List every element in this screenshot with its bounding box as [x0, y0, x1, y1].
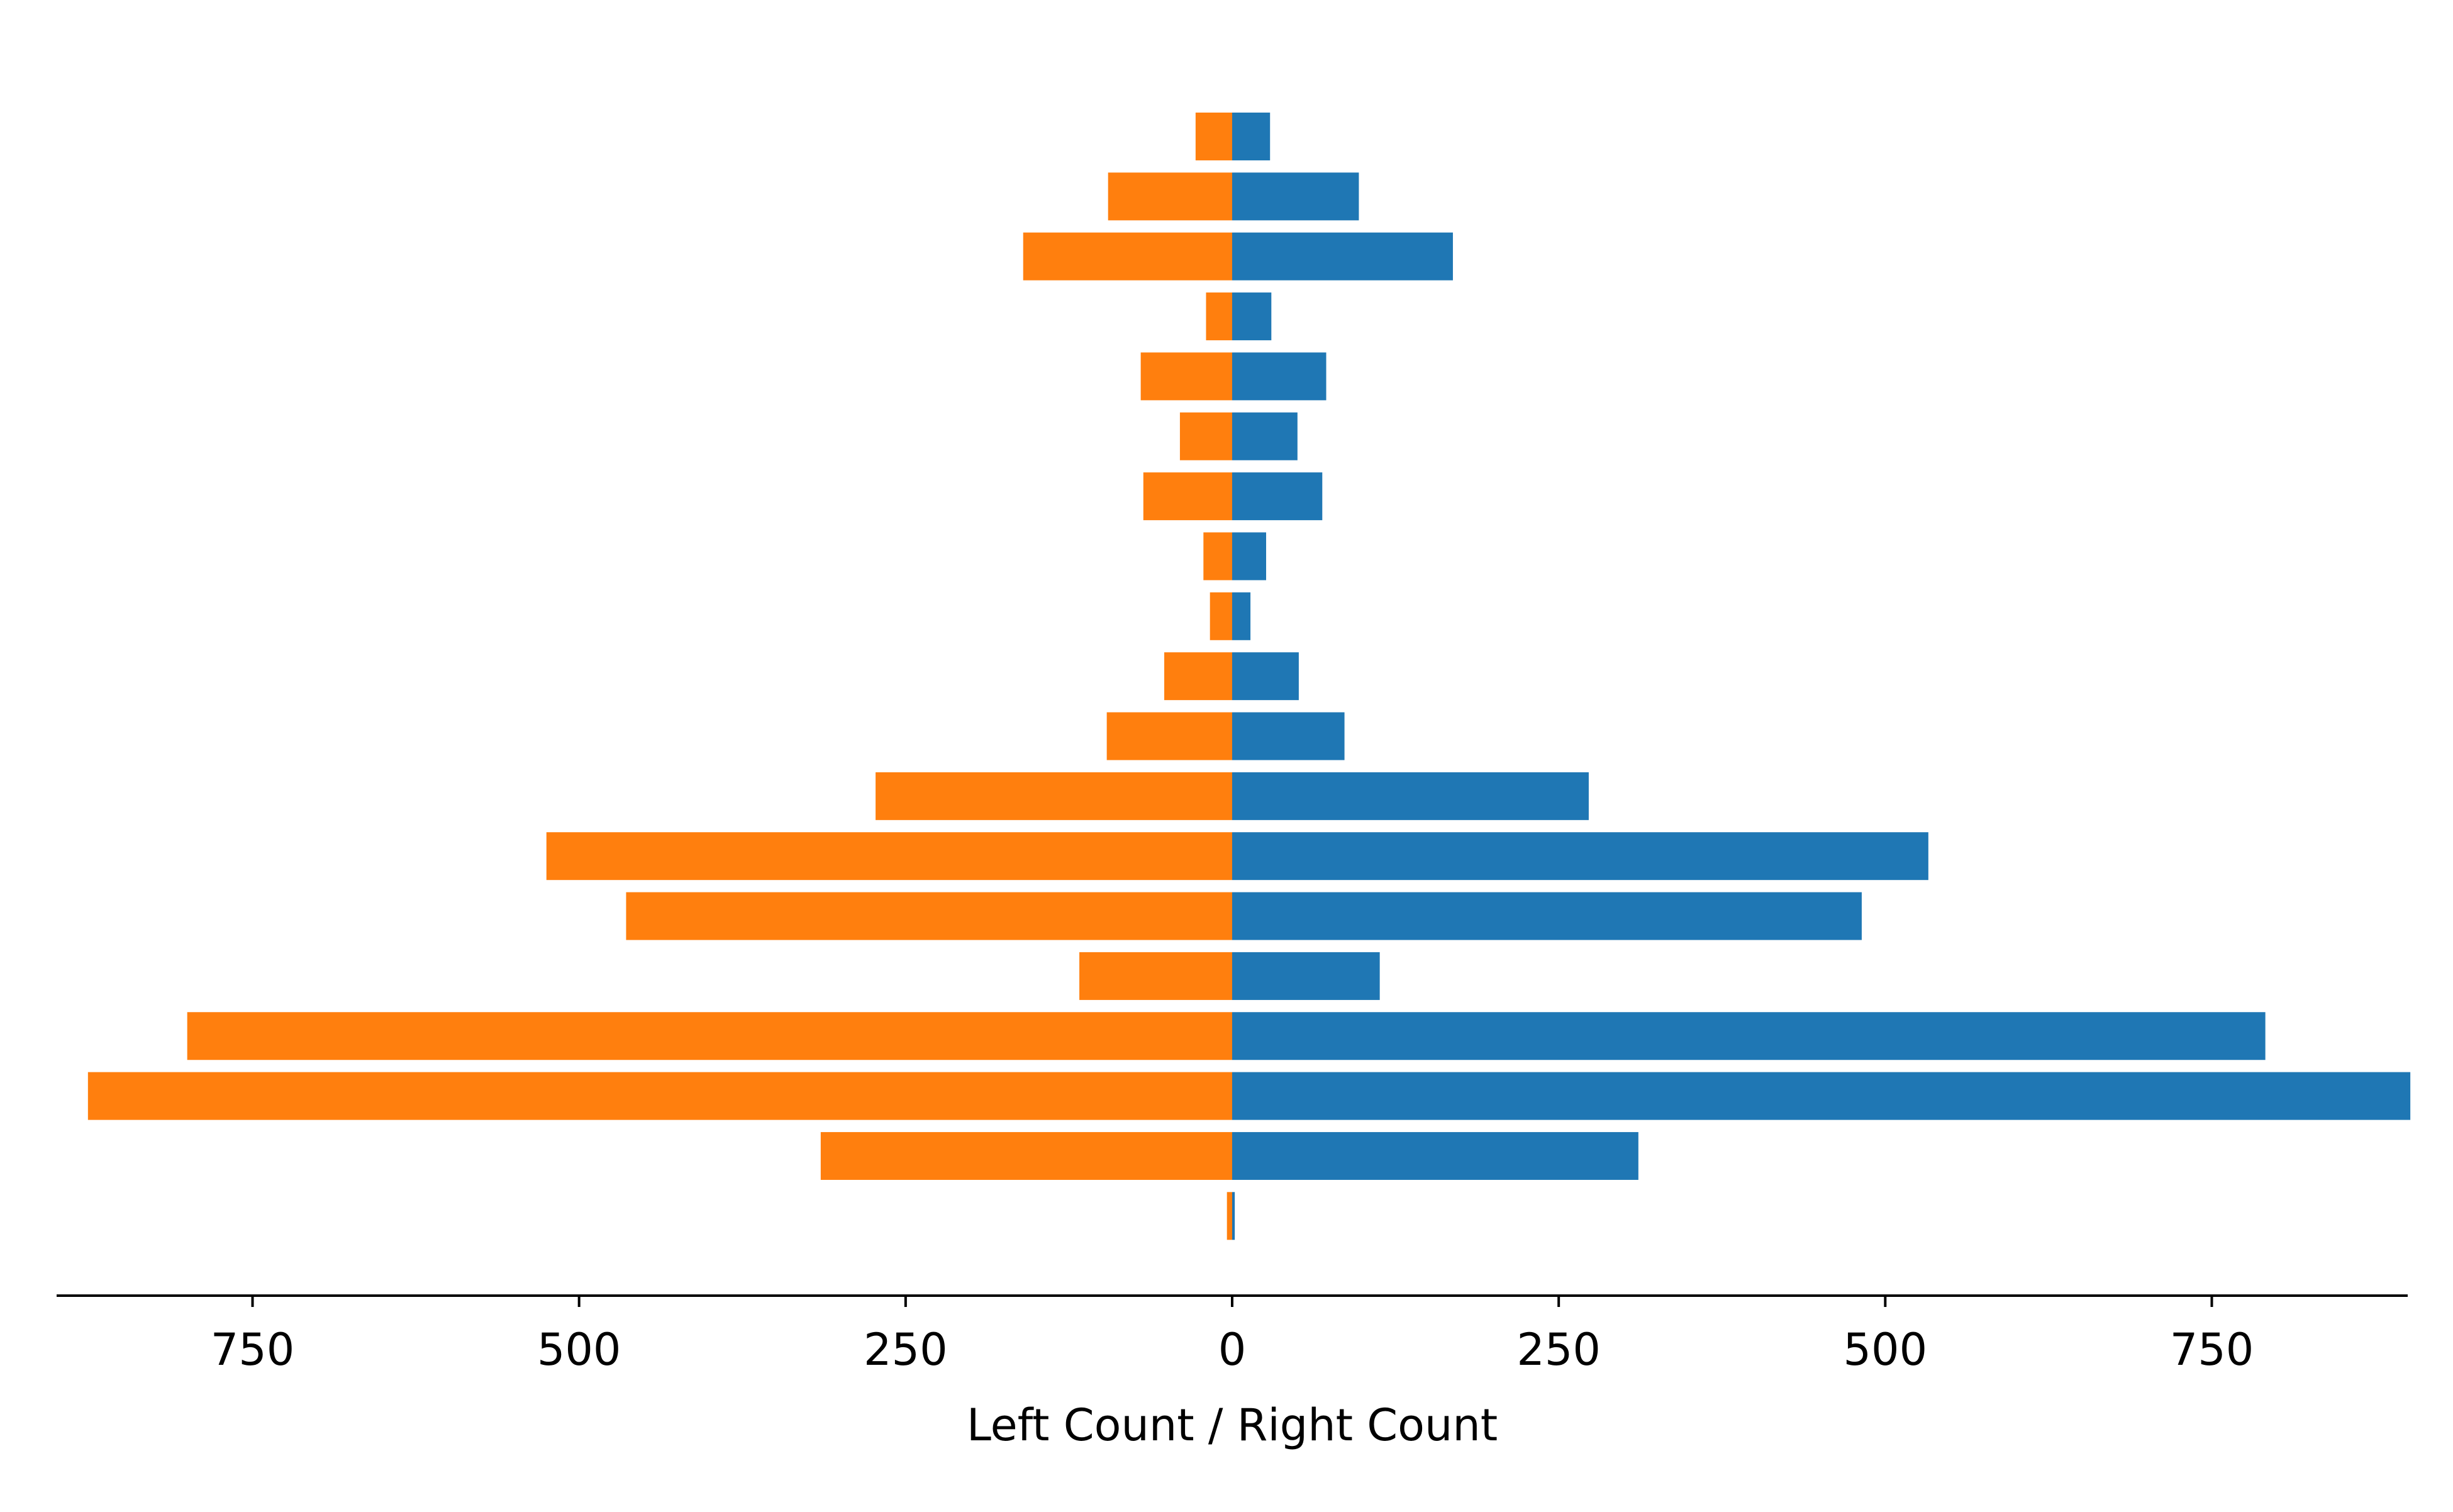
x-tick-label: 750: [2170, 1324, 2254, 1376]
left-bar: [876, 772, 1232, 820]
x-tick-label: 750: [211, 1324, 295, 1376]
right-bar: [1232, 292, 1272, 341]
left-bar: [187, 1012, 1233, 1060]
right-bar: [1232, 892, 1862, 940]
left-bar: [1023, 232, 1232, 281]
right-bar: [1232, 532, 1266, 581]
left-bar: [1179, 412, 1232, 460]
right-bar: [1232, 472, 1323, 521]
left-bar: [820, 1131, 1232, 1180]
right-bar: [1232, 172, 1359, 221]
right-bar: [1232, 832, 1928, 881]
right-bar: [1232, 952, 1380, 1000]
x-tick-label: 500: [537, 1324, 621, 1376]
left-bar: [1226, 1192, 1232, 1240]
right-bar: [1232, 652, 1299, 701]
x-tick-label: 250: [1516, 1324, 1601, 1376]
right-bar: [1232, 712, 1345, 760]
bars-group: [87, 113, 2411, 1240]
right-bar: [1232, 232, 1453, 281]
left-bar: [1079, 952, 1232, 1000]
left-bar: [546, 832, 1232, 881]
x-tick-label: 250: [864, 1324, 948, 1376]
right-bar: [1232, 592, 1251, 640]
x-tick-label: 500: [1844, 1324, 1928, 1376]
left-bar: [626, 892, 1232, 940]
left-bar: [1143, 472, 1232, 521]
left-bar: [1206, 292, 1232, 341]
right-bar: [1232, 352, 1327, 401]
right-bar: [1232, 412, 1298, 460]
right-bar: [1232, 1012, 2266, 1060]
left-bar: [1195, 113, 1232, 160]
left-bar: [1108, 172, 1232, 221]
left-bar: [1140, 352, 1232, 401]
x-axis: 750 500 250 0 250 500 750: [57, 1294, 2408, 1376]
right-bar: [1232, 113, 1271, 160]
left-bar: [1203, 532, 1232, 581]
right-bar: [1232, 1192, 1235, 1240]
left-bar: [1164, 652, 1232, 701]
right-bar: [1232, 772, 1589, 820]
x-axis-label: Left Count / Right Count: [967, 1399, 1498, 1451]
x-axis-ticks: 750 500 250 0 250 500 750: [211, 1296, 2254, 1376]
right-bar: [1232, 1072, 2411, 1120]
right-bar: [1232, 1131, 1638, 1180]
left-bar: [1210, 592, 1232, 640]
left-bar: [87, 1072, 1233, 1120]
left-bar: [1106, 712, 1232, 760]
x-tick-label: 0: [1218, 1324, 1247, 1376]
